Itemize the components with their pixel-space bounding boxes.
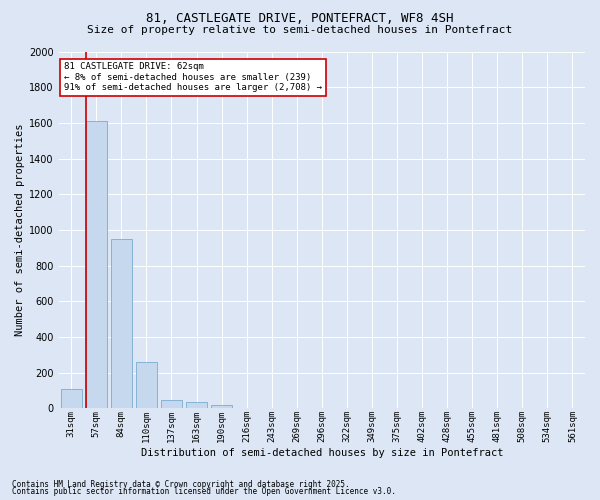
Bar — [110, 239, 132, 408]
Text: Size of property relative to semi-detached houses in Pontefract: Size of property relative to semi-detach… — [88, 25, 512, 35]
Bar — [211, 404, 232, 408]
Text: Contains HM Land Registry data © Crown copyright and database right 2025.: Contains HM Land Registry data © Crown c… — [12, 480, 350, 489]
X-axis label: Distribution of semi-detached houses by size in Pontefract: Distribution of semi-detached houses by … — [140, 448, 503, 458]
Bar — [61, 388, 82, 408]
Bar — [136, 362, 157, 408]
Text: Contains public sector information licensed under the Open Government Licence v3: Contains public sector information licen… — [12, 487, 396, 496]
Bar — [161, 400, 182, 408]
Text: 81 CASTLEGATE DRIVE: 62sqm
← 8% of semi-detached houses are smaller (239)
91% of: 81 CASTLEGATE DRIVE: 62sqm ← 8% of semi-… — [64, 62, 322, 92]
Bar — [186, 402, 207, 408]
Y-axis label: Number of semi-detached properties: Number of semi-detached properties — [15, 124, 25, 336]
Bar — [86, 121, 107, 408]
Text: 81, CASTLEGATE DRIVE, PONTEFRACT, WF8 4SH: 81, CASTLEGATE DRIVE, PONTEFRACT, WF8 4S… — [146, 12, 454, 26]
